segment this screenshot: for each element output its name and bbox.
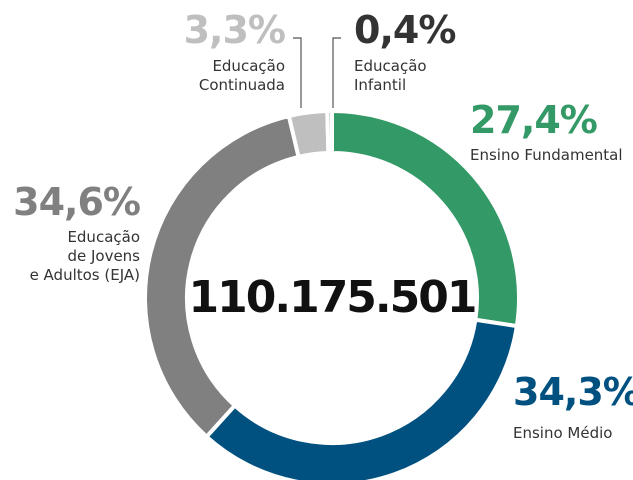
center-total: 110.175.501 [188,272,478,323]
leader-line [332,37,341,108]
value-label: 34,6% [13,180,141,224]
leader-line [293,37,302,108]
category-label: Educação Infantil [354,57,427,94]
category-label: Educação de Jovens e Adultos (EJA) [29,228,140,284]
value-label: 3,3% [183,8,286,52]
category-label: Educação Continuada [198,57,285,94]
value-label: 27,4% [470,98,598,142]
category-label: Ensino Médio [513,424,613,442]
slice [203,317,520,480]
category-label: Ensino Fundamental [470,146,623,164]
slice [325,108,334,156]
value-label: 34,3% [513,370,633,414]
value-label: 0,4% [354,8,456,52]
